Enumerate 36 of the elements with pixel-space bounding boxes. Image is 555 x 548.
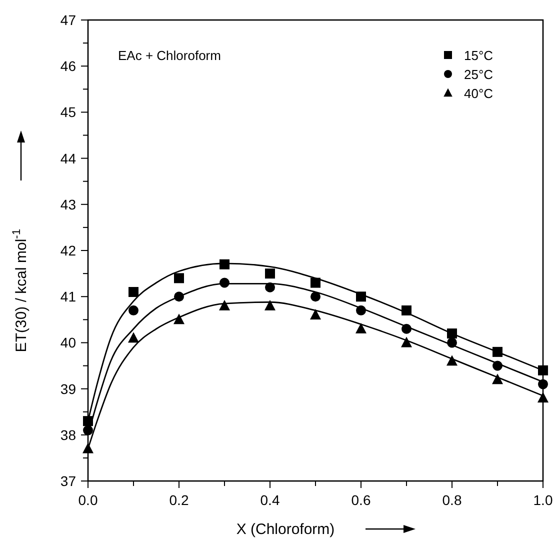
y-tick-label: 47 bbox=[60, 12, 76, 28]
point bbox=[219, 300, 230, 310]
y-tick-label: 44 bbox=[60, 150, 76, 166]
y-tick-label: 40 bbox=[60, 334, 76, 351]
point bbox=[265, 268, 275, 279]
legend-label: 40°C bbox=[464, 86, 494, 101]
x-axis-title: X (Chloroform) bbox=[236, 521, 335, 538]
point bbox=[174, 273, 184, 284]
point bbox=[538, 379, 548, 390]
point bbox=[128, 286, 138, 297]
x-tick-label: 1.0 bbox=[533, 492, 553, 508]
y-tick-label: 37 bbox=[60, 473, 76, 489]
y-tick-label: 45 bbox=[60, 104, 76, 120]
x-tick-label: 0.8 bbox=[442, 492, 462, 508]
point bbox=[310, 278, 320, 288]
x-tick-label: 0.6 bbox=[351, 492, 371, 508]
point bbox=[538, 365, 548, 376]
annotation: EAc + Chloroform bbox=[118, 48, 221, 63]
y-tick-label: 46 bbox=[60, 58, 76, 74]
legend-label: 15°C bbox=[464, 48, 494, 63]
point bbox=[128, 332, 139, 343]
x-tick-label: 0.4 bbox=[260, 492, 280, 508]
x-tick-label: 0.0 bbox=[78, 492, 98, 508]
point bbox=[538, 392, 548, 403]
x-tick-label: 0.2 bbox=[169, 492, 189, 508]
y-tick-label: 38 bbox=[60, 426, 76, 443]
y-tick-label: 42 bbox=[60, 242, 76, 258]
y-tick-label: 39 bbox=[60, 380, 76, 397]
point bbox=[310, 309, 321, 320]
point bbox=[310, 292, 320, 302]
point bbox=[264, 300, 276, 310]
point bbox=[356, 322, 366, 334]
y-tick-label: 43 bbox=[60, 196, 76, 212]
point bbox=[128, 305, 138, 316]
legend-label: 25°C bbox=[464, 67, 494, 82]
y-tick-label: 41 bbox=[60, 288, 76, 305]
